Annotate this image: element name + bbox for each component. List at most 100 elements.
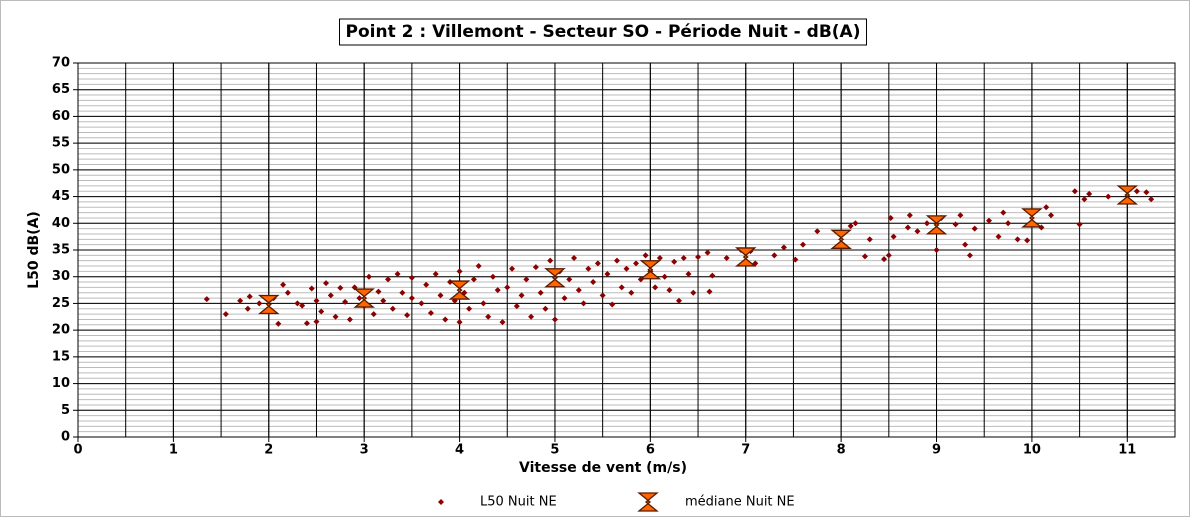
point	[887, 214, 894, 221]
point	[792, 256, 799, 263]
point	[404, 312, 411, 319]
y-tick-label: 45	[52, 189, 70, 204]
point	[346, 316, 353, 323]
y-tick-label: 10	[52, 376, 70, 391]
title-box	[339, 18, 867, 46]
y-tick-label: 0	[61, 430, 70, 445]
x-tick-label: 9	[932, 443, 941, 458]
point	[866, 236, 873, 243]
point	[423, 281, 430, 288]
point	[375, 288, 382, 295]
point	[356, 295, 363, 302]
point	[881, 256, 888, 263]
point	[723, 255, 730, 262]
point	[906, 212, 913, 219]
point	[633, 260, 640, 267]
legend-marker	[438, 499, 444, 505]
point	[327, 292, 334, 299]
y-tick-label: 60	[52, 109, 70, 124]
x-tick-label: 5	[550, 443, 559, 458]
point	[389, 305, 396, 312]
point	[418, 300, 425, 307]
median-point	[1021, 208, 1043, 228]
point	[580, 300, 587, 307]
point	[513, 303, 520, 310]
point	[456, 268, 463, 275]
point	[299, 302, 306, 309]
y-tick-label: 70	[52, 56, 70, 71]
point	[814, 228, 821, 235]
point	[971, 225, 978, 232]
x-tick-label: 0	[73, 443, 82, 458]
point	[256, 300, 263, 307]
point	[675, 297, 682, 304]
median-point	[353, 288, 375, 308]
point	[852, 220, 859, 227]
point	[995, 233, 1002, 240]
point	[222, 311, 229, 318]
point	[342, 298, 349, 305]
point	[799, 241, 806, 248]
x-tick-label: 6	[646, 443, 655, 458]
legend-label: médiane Nuit NE	[685, 495, 795, 510]
point	[244, 305, 251, 312]
point	[561, 295, 568, 302]
x-tick-label: 1	[169, 443, 178, 458]
point	[571, 255, 578, 262]
y-tick-label: 50	[52, 162, 70, 177]
point	[704, 249, 711, 256]
point	[318, 308, 325, 315]
point	[466, 305, 473, 312]
point	[494, 287, 501, 294]
point	[485, 313, 492, 320]
legend-marker	[637, 492, 659, 512]
point	[575, 287, 582, 294]
point	[504, 284, 511, 291]
point	[666, 287, 673, 294]
point	[1105, 193, 1112, 200]
point	[303, 320, 310, 327]
point	[594, 260, 601, 267]
x-axis-label: Vitesse de vent (m/s)	[519, 460, 687, 476]
x-tick-label: 8	[837, 443, 846, 458]
median-point	[830, 229, 852, 249]
point	[528, 313, 535, 320]
point	[442, 316, 449, 323]
point	[1000, 209, 1007, 216]
point	[652, 284, 659, 291]
point	[380, 297, 387, 304]
point	[1024, 237, 1031, 244]
point	[365, 273, 372, 280]
x-tick-label: 11	[1118, 443, 1136, 458]
point	[537, 289, 544, 296]
point	[432, 271, 439, 278]
point	[585, 265, 592, 272]
point	[885, 252, 892, 259]
point	[475, 263, 482, 270]
point	[1071, 188, 1078, 195]
point	[618, 284, 625, 291]
point	[547, 257, 554, 264]
point	[246, 293, 253, 300]
point	[1081, 196, 1088, 203]
point	[313, 318, 320, 325]
y-tick-label: 30	[52, 269, 70, 284]
point	[933, 247, 940, 253]
point	[551, 316, 558, 323]
point	[427, 310, 434, 317]
plot-frame	[77, 62, 1176, 438]
point	[203, 296, 210, 303]
point	[914, 228, 921, 235]
point	[695, 253, 702, 260]
point	[566, 276, 573, 283]
point	[1043, 204, 1050, 211]
y-tick-label: 65	[52, 82, 70, 97]
point	[308, 285, 315, 292]
legend-label: L50 Nuit NE	[480, 495, 557, 510]
point	[904, 224, 911, 231]
y-tick-label: 40	[52, 216, 70, 231]
point	[408, 295, 415, 302]
point	[656, 255, 663, 262]
point	[408, 274, 415, 281]
